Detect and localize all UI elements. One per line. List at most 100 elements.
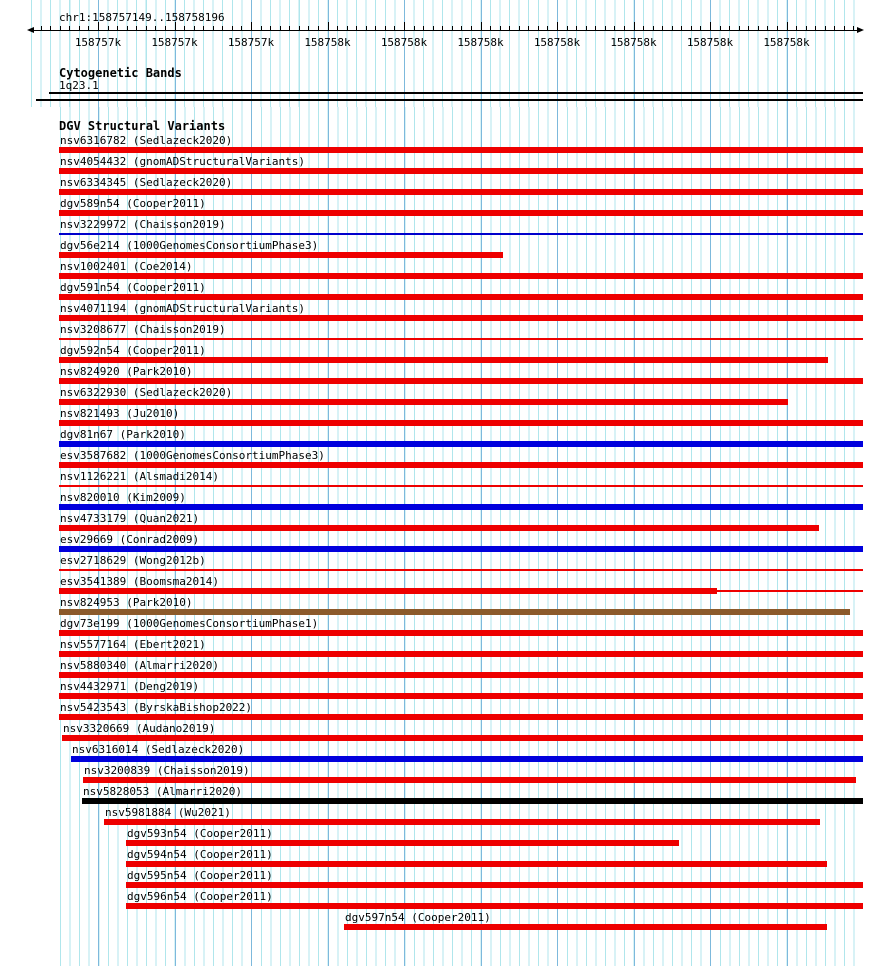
variant-bar[interactable] (59, 441, 863, 447)
variant-row: nsv1126221 (Alsmadi2014) (0, 470, 890, 491)
variant-bar[interactable] (59, 672, 863, 678)
variant-bar[interactable] (71, 756, 863, 762)
variant-label[interactable]: nsv1126221 (Alsmadi2014) (60, 470, 219, 483)
variant-label[interactable]: nsv5828053 (Almarri2020) (83, 785, 242, 798)
gridline-major (174, 107, 176, 966)
variant-bar[interactable] (59, 504, 863, 510)
variant-bar[interactable] (59, 569, 863, 571)
variant-label[interactable]: nsv6316782 (Sedlazeck2020) (60, 134, 233, 147)
variant-bar[interactable] (59, 294, 863, 300)
variant-label[interactable]: nsv4733179 (Quan2021) (60, 512, 200, 525)
variant-label[interactable]: nsv5880340 (Almarri2020) (60, 659, 219, 672)
variant-bar[interactable] (59, 399, 788, 405)
variant-bar[interactable] (59, 273, 863, 279)
variant-bar[interactable] (59, 693, 863, 699)
variant-label[interactable]: dgv81n67 (Park2010) (60, 428, 186, 441)
variant-bar[interactable] (126, 882, 863, 888)
variant-bar[interactable] (59, 485, 863, 487)
variant-bar[interactable] (59, 525, 819, 531)
ruler-minor-tick (815, 26, 817, 30)
variant-label[interactable]: nsv4054432 (gnomADStructuralVariants) (60, 155, 306, 168)
variant-bar-thin-extension[interactable] (717, 590, 863, 592)
variant-label[interactable]: dgv595n54 (Cooper2011) (127, 869, 273, 882)
cytoband-glyph[interactable] (49, 92, 863, 94)
variant-label[interactable]: nsv824920 (Park2010) (60, 365, 193, 378)
variant-label[interactable]: nsv6334345 (Sedlazeck2020) (60, 176, 233, 189)
variant-bar[interactable] (59, 315, 863, 321)
variant-label[interactable]: nsv5981884 (Wu2021) (105, 806, 231, 819)
variant-bar[interactable] (59, 252, 503, 258)
variant-label[interactable]: dgv591n54 (Cooper2011) (60, 281, 206, 294)
variant-label[interactable]: nsv3208677 (Chaisson2019) (60, 323, 226, 336)
variant-row: nsv5577164 (Ebert2021) (0, 638, 890, 659)
variant-label[interactable]: nsv824953 (Park2010) (60, 596, 193, 609)
ruler-minor-tick (834, 26, 836, 30)
variant-bar[interactable] (59, 630, 863, 636)
variant-bar[interactable] (59, 168, 863, 174)
variant-bar[interactable] (59, 189, 863, 195)
ruler-major-tick (327, 22, 329, 30)
variant-bar[interactable] (104, 819, 820, 825)
variant-label[interactable]: dgv56e214 (1000GenomesConsortiumPhase3) (60, 239, 319, 252)
ruler-minor-tick (270, 26, 272, 30)
variant-label[interactable]: dgv596n54 (Cooper2011) (127, 890, 273, 903)
variant-bar[interactable] (126, 903, 863, 909)
variant-bar[interactable] (59, 546, 863, 552)
ruler-major-tick (710, 22, 711, 30)
ruler-minor-tick (69, 26, 71, 30)
ruler-minor-tick (623, 26, 625, 30)
variant-label[interactable]: esv2718629 (Wong2012b) (60, 554, 206, 567)
variant-bar[interactable] (344, 924, 827, 930)
variant-bar[interactable] (59, 357, 828, 363)
gridline-major (251, 107, 252, 966)
variant-bar[interactable] (59, 714, 863, 720)
variant-bar[interactable] (59, 420, 863, 426)
variant-label[interactable]: nsv3229972 (Chaisson2019) (60, 218, 226, 231)
variant-label[interactable]: esv29669 (Conrad2009) (60, 533, 200, 546)
ruler-minor-tick (365, 26, 367, 30)
variant-label[interactable]: nsv6322930 (Sedlazeck2020) (60, 386, 233, 399)
ruler-major-tick (98, 22, 99, 30)
variant-bar[interactable] (59, 462, 863, 468)
variant-bar[interactable] (126, 840, 679, 846)
ruler-minor-tick (585, 26, 587, 30)
variant-label[interactable]: dgv597n54 (Cooper2011) (345, 911, 491, 924)
variant-bar[interactable] (59, 609, 850, 615)
variant-label[interactable]: nsv1002401 (Coe2014) (60, 260, 193, 273)
ruler-minor-tick (719, 26, 721, 30)
variant-label[interactable]: dgv594n54 (Cooper2011) (127, 848, 273, 861)
gridline-major (633, 107, 635, 966)
variant-bar[interactable] (59, 233, 863, 235)
variant-bar[interactable] (59, 378, 863, 384)
variant-label[interactable]: nsv5423543 (ByrskaBishop2022) (60, 701, 253, 714)
variant-label[interactable]: nsv4432971 (Deng2019) (60, 680, 200, 693)
ruler-minor-tick (662, 26, 664, 30)
variant-label[interactable]: nsv3320669 (Audano2019) (63, 722, 216, 735)
variant-bar[interactable] (59, 210, 863, 216)
variant-bar[interactable] (59, 147, 863, 153)
ruler-minor-tick (643, 26, 645, 30)
variant-label[interactable]: nsv5577164 (Ebert2021) (60, 638, 206, 651)
variant-row: dgv81n67 (Park2010) (0, 428, 890, 449)
variant-label[interactable]: nsv4071194 (gnomADStructuralVariants) (60, 302, 306, 315)
variant-bar[interactable] (62, 735, 863, 741)
variant-bar[interactable] (83, 777, 856, 783)
variant-bar[interactable] (59, 338, 863, 340)
variant-label[interactable]: nsv820010 (Kim2009) (60, 491, 186, 504)
variant-bar[interactable] (82, 798, 863, 804)
ruler-minor-tick (40, 26, 42, 30)
variant-label[interactable]: nsv3200839 (Chaisson2019) (84, 764, 250, 777)
variant-label[interactable]: esv3587682 (1000GenomesConsortiumPhase3) (60, 449, 325, 462)
variant-bar[interactable] (59, 651, 863, 657)
variant-label[interactable]: esv3541389 (Boomsma2014) (60, 575, 219, 588)
variant-bar[interactable] (126, 861, 827, 867)
variant-label[interactable]: dgv593n54 (Cooper2011) (127, 827, 273, 840)
variant-label[interactable]: dgv589n54 (Cooper2011) (60, 197, 206, 210)
variant-row: esv3587682 (1000GenomesConsortiumPhase3) (0, 449, 890, 470)
ruler-minor-tick (279, 26, 281, 30)
variant-label[interactable]: nsv6316014 (Sedlazeck2020) (72, 743, 245, 756)
variant-label[interactable]: dgv592n54 (Cooper2011) (60, 344, 206, 357)
variant-bar[interactable] (59, 588, 717, 594)
variant-label[interactable]: dgv73e199 (1000GenomesConsortiumPhase1) (60, 617, 319, 630)
variant-label[interactable]: nsv821493 (Ju2010) (60, 407, 180, 420)
